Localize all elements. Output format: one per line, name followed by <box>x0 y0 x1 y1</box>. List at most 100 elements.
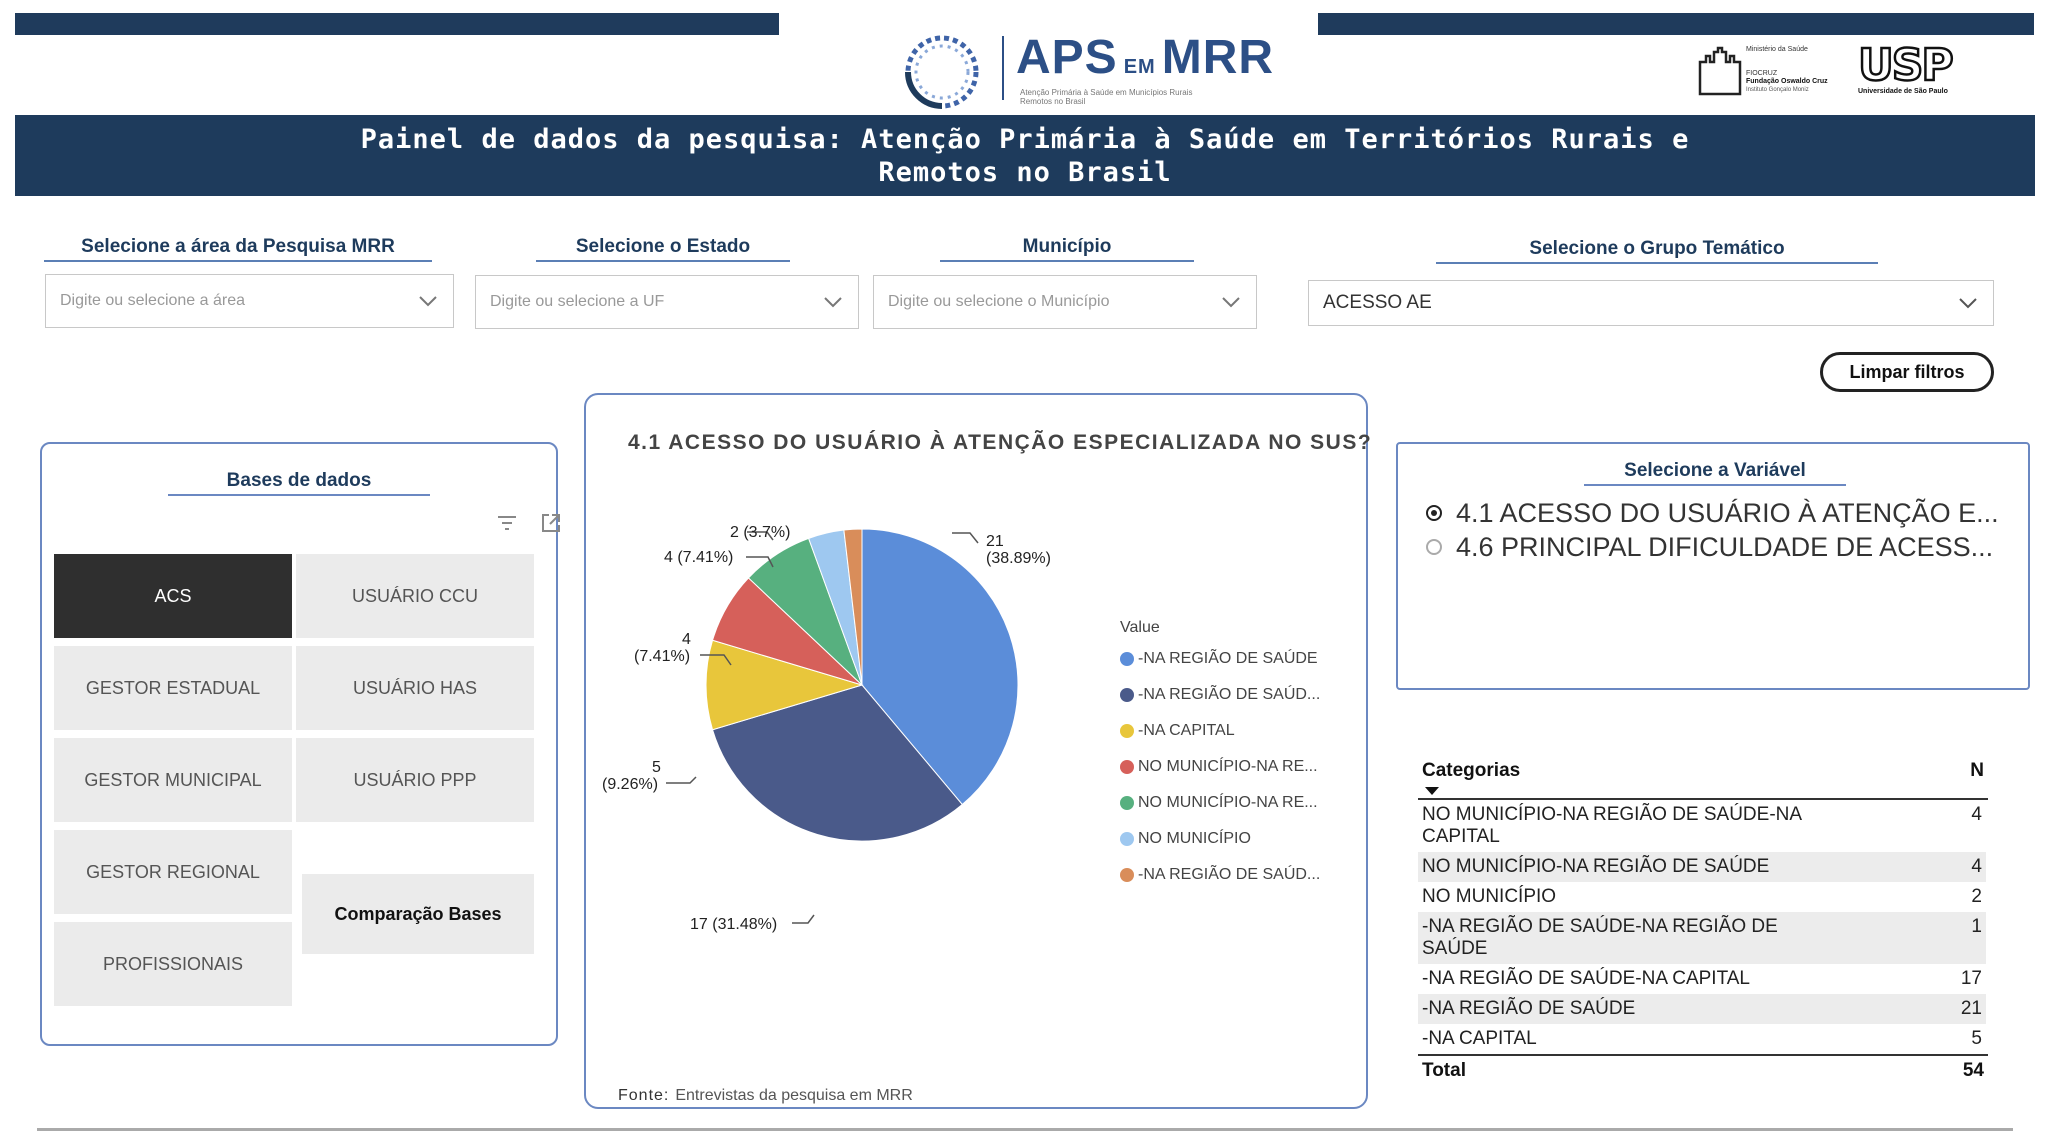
legend-item[interactable]: NO MUNICÍPIO <box>1120 821 1350 857</box>
chart-panel: 4.1 ACESSO DO USUÁRIO À ATENÇÃO ESPECIAL… <box>584 393 1373 1109</box>
base-tile-usuario-ppp[interactable]: USUÁRIO PPP <box>296 738 534 822</box>
base-tile-acs[interactable]: ACS <box>54 554 292 638</box>
logo-em: EM <box>1123 56 1156 78</box>
variable-option-label: 4.1 ACESSO DO USUÁRIO À ATENÇÃO E... <box>1456 497 1999 528</box>
table-row[interactable]: -NA REGIÃO DE SAÚDE-NA CAPITAL 17 <box>1418 964 1986 994</box>
grupo-dropdown-value: ACESSO AE <box>1323 292 1432 313</box>
grupo-filter-label: Selecione o Grupo Temático <box>1436 238 1878 264</box>
legend-item[interactable]: -NA REGIÃO DE SAÚDE <box>1120 641 1350 677</box>
pie-slice[interactable] <box>843 528 863 686</box>
category-cell: -NA REGIÃO DE SAÚDE <box>1418 994 1846 1024</box>
category-cell: NO MUNICÍPIO-NA REGIÃO DE SAÚDE-NA CAPIT… <box>1422 804 1801 847</box>
chart-source: Fonte: Entrevistas da pesquisa em MRR <box>618 1087 913 1105</box>
legend-swatch <box>1120 832 1134 846</box>
slice-label-4b: 4 (7.41%) <box>664 549 733 566</box>
legend-swatch <box>1120 652 1134 666</box>
base-tile-gestor-estadual[interactable]: GESTOR ESTADUAL <box>54 646 292 730</box>
total-label: Total <box>1422 1060 1466 1081</box>
estado-dropdown-placeholder: Digite ou selecione a UF <box>490 293 665 310</box>
chevron-down-icon <box>419 296 437 307</box>
legend-label: NO MUNICÍPIO-NA RE... <box>1138 794 1318 811</box>
chart-title: 4.1 ACESSO DO USUÁRIO À ATENÇÃO ESPECIAL… <box>628 431 1373 454</box>
legend-swatch <box>1120 868 1134 882</box>
table-total-row: Total 54 <box>1418 1056 1988 1086</box>
table-row[interactable]: NO MUNICÍPIO-NA REGIÃO DE SAÚDE 4 <box>1418 852 1986 882</box>
legend-item[interactable]: -NA REGIÃO DE SAÚD... <box>1120 857 1350 893</box>
legend-item[interactable]: NO MUNICÍPIO-NA RE... <box>1120 785 1350 821</box>
estado-dropdown[interactable]: Digite ou selecione a UF <box>475 275 859 329</box>
slice-label-21-pct: (38.89%) <box>986 550 1051 567</box>
filter-icon[interactable] <box>496 514 518 532</box>
count-cell: 4 <box>1971 804 1982 825</box>
clear-filters-button[interactable]: Limpar filtros <box>1820 352 1994 392</box>
legend-label: -NA REGIÃO DE SAÚDE <box>1138 650 1318 667</box>
fiocruz-full-text: Fundação Oswaldo Cruz <box>1746 78 1828 85</box>
legend-label: NO MUNICÍPIO <box>1138 830 1251 847</box>
area-dropdown-placeholder: Digite ou selecione a área <box>60 292 246 309</box>
variable-option-4-6[interactable]: 4.6 PRINCIPAL DIFICULDADE DE ACESS... <box>1426 530 2016 564</box>
variable-title: Selecione a Variável <box>1584 460 1846 486</box>
legend-label: -NA CAPITAL <box>1138 722 1235 739</box>
slice-label-4a-pct: (7.41%) <box>634 648 690 665</box>
count-cell: 2 <box>1971 886 1982 907</box>
slice-label-21: 21 <box>986 533 1004 550</box>
page-title-banner: Painel de dados da pesquisa: Atenção Pri… <box>15 115 2035 196</box>
municipio-filter-label: Município <box>940 236 1194 262</box>
radio-unselected-icon <box>1426 539 1442 555</box>
legend-item[interactable]: NO MUNICÍPIO-NA RE... <box>1120 749 1350 785</box>
aps-logo: APS EM MRR Atenção Primária à Saúde em Mun… <box>898 28 1273 112</box>
pie-slice[interactable] <box>711 684 963 842</box>
municipio-dropdown[interactable]: Digite ou selecione o Município <box>873 275 1257 329</box>
sort-descending-icon <box>1425 787 1439 795</box>
fiocruz-castle-icon <box>1698 46 1742 96</box>
variable-option-4-1[interactable]: 4.1 ACESSO DO USUÁRIO À ATENÇÃO E... <box>1426 496 2016 530</box>
compare-bases-button[interactable]: Comparação Bases <box>302 874 534 954</box>
bottom-divider <box>37 1128 2013 1131</box>
focus-mode-icon[interactable] <box>540 512 562 534</box>
col-categorias-header[interactable]: Categorias <box>1422 760 1521 781</box>
legend-title: Value <box>1120 619 1160 636</box>
table-row[interactable]: -NA REGIÃO DE SAÚDE 21 <box>1418 994 1986 1024</box>
fiocruz-text: FIOCRUZ <box>1746 70 1778 77</box>
page-title-line1: Painel de dados da pesquisa: Atenção Pri… <box>360 123 1690 155</box>
base-tile-profissionais[interactable]: PROFISSIONAIS <box>54 922 292 1006</box>
total-value: 54 <box>1962 1060 1984 1081</box>
category-cell: -NA REGIÃO DE SAÚDE-NA REGIÃO DE SAÚDE <box>1418 912 1846 964</box>
legend-item[interactable]: -NA CAPITAL <box>1120 713 1350 749</box>
variable-panel: Selecione a Variável 4.1 ACESSO DO USUÁR… <box>1396 442 2030 690</box>
fiocruz-logo: Ministério da Saúde FIOCRUZ Fundação Osw… <box>1698 46 1846 98</box>
base-tile-usuario-has[interactable]: USUÁRIO HAS <box>296 646 534 730</box>
table-row[interactable]: -NA CAPITAL 5 <box>1418 1024 1986 1054</box>
pie-slice[interactable] <box>705 639 864 731</box>
table-row[interactable]: NO MUNICÍPIO-NA REGIÃO DE SAÚDE-NA CAPIT… <box>1418 800 1986 852</box>
bases-panel: Bases de dados ACS USUÁRIO CCU GESTOR ES… <box>40 442 560 1046</box>
count-cell: 21 <box>1846 994 1986 1024</box>
pie-slice[interactable] <box>861 528 1019 806</box>
category-table-body: NO MUNICÍPIO-NA REGIÃO DE SAÚDE-NA CAPIT… <box>1418 800 1986 1054</box>
col-n-header[interactable]: N <box>1970 760 1984 781</box>
logo-divider <box>1002 36 1004 100</box>
chevron-down-icon <box>1959 298 1977 309</box>
aps-logo-mark-icon <box>905 35 979 109</box>
table-row[interactable]: -NA REGIÃO DE SAÚDE-NA REGIÃO DE SAÚDE 1 <box>1418 912 1986 964</box>
slice-label-17: 17 (31.48%) <box>690 916 777 933</box>
usp-full-text: Universidade de São Paulo <box>1858 88 1948 95</box>
chevron-down-icon <box>1222 297 1240 308</box>
area-dropdown[interactable]: Digite ou selecione a área <box>45 274 454 328</box>
base-tile-usuario-ccu[interactable]: USUÁRIO CCU <box>296 554 534 638</box>
top-bar-right <box>1318 13 2034 35</box>
legend-label: NO MUNICÍPIO-NA RE... <box>1138 758 1318 775</box>
bases-title: Bases de dados <box>168 470 430 496</box>
legend-item[interactable]: -NA REGIÃO DE SAÚD... <box>1120 677 1350 713</box>
base-tile-gestor-municipal[interactable]: GESTOR MUNICIPAL <box>54 738 292 822</box>
page-title-line2: Remotos no Brasil <box>878 156 1172 188</box>
table-row[interactable]: NO MUNICÍPIO 2 <box>1418 882 1986 912</box>
slice-label-4a: 4 <box>682 631 691 648</box>
area-filter-label: Selecione a área da Pesquisa MRR <box>44 236 432 262</box>
grupo-dropdown[interactable]: ACESSO AE <box>1308 280 1994 326</box>
leader-lines <box>666 531 979 924</box>
variable-option-label: 4.6 PRINCIPAL DIFICULDADE DE ACESS... <box>1456 531 1994 562</box>
category-table: Categorias N NO MUNICÍPIO-NA REGIÃO DE S… <box>1418 756 1988 1086</box>
base-tile-gestor-regional[interactable]: GESTOR REGIONAL <box>54 830 292 914</box>
municipio-dropdown-placeholder: Digite ou selecione o Município <box>888 293 1110 310</box>
